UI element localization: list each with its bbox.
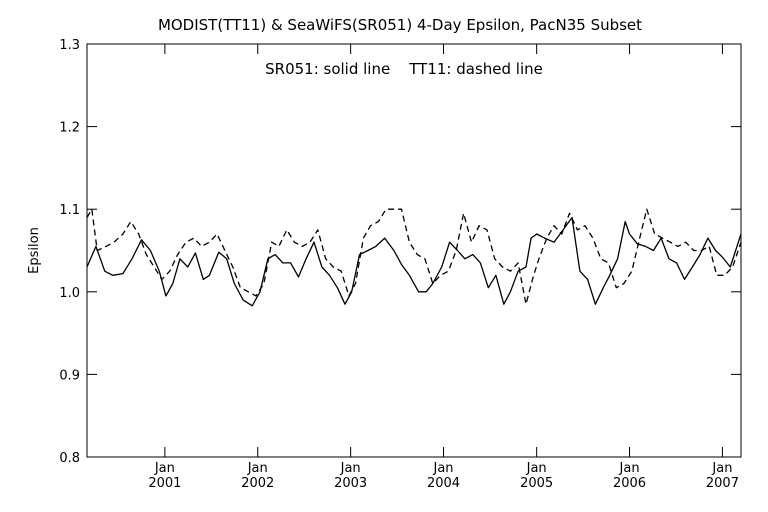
series-layer <box>86 208 742 307</box>
chart-title: MODIST(TT11) & SeaWiFS(SR051) 4-Day Epsi… <box>158 16 642 34</box>
y-axis-label: Epsilon <box>27 227 42 274</box>
series-line-sr051 <box>86 216 742 307</box>
y-axis-ticks: 0.8 0.9 1.0 1.1 1.2 1.3 <box>59 38 741 466</box>
series-style-annotation: SR051: solid line TT11: dashed line <box>265 60 543 78</box>
series-line-tt11 <box>86 208 742 305</box>
x-tick-year-label: 2005 <box>520 476 553 491</box>
plot-frame <box>86 43 742 458</box>
x-tick-month-label: Jan <box>711 461 732 476</box>
x-tick-month-label: Jan <box>340 461 361 476</box>
x-tick-year-label: 2004 <box>427 476 460 491</box>
x-tick-month-label: Jan <box>619 461 640 476</box>
y-tick-label: 0.9 <box>59 368 80 383</box>
x-tick-year-label: 2007 <box>706 476 739 491</box>
x-axis-ticks: Jan2001Jan2002Jan2003Jan2004Jan2005Jan20… <box>148 44 739 491</box>
x-tick-year-label: 2003 <box>334 476 367 491</box>
x-tick-month-label: Jan <box>154 461 175 476</box>
x-tick-year-label: 2001 <box>148 476 181 491</box>
x-tick-month-label: Jan <box>432 461 453 476</box>
y-tick-label: 1.3 <box>59 38 80 53</box>
x-tick-month-label: Jan <box>247 461 268 476</box>
x-tick-year-label: 2002 <box>241 476 274 491</box>
y-tick-label: 1.2 <box>59 121 80 136</box>
y-tick-label: 0.8 <box>59 451 80 466</box>
y-tick-label: 1.1 <box>59 203 80 218</box>
y-tick-label: 1.0 <box>59 286 80 301</box>
x-tick-month-label: Jan <box>526 461 547 476</box>
x-tick-year-label: 2006 <box>613 476 646 491</box>
